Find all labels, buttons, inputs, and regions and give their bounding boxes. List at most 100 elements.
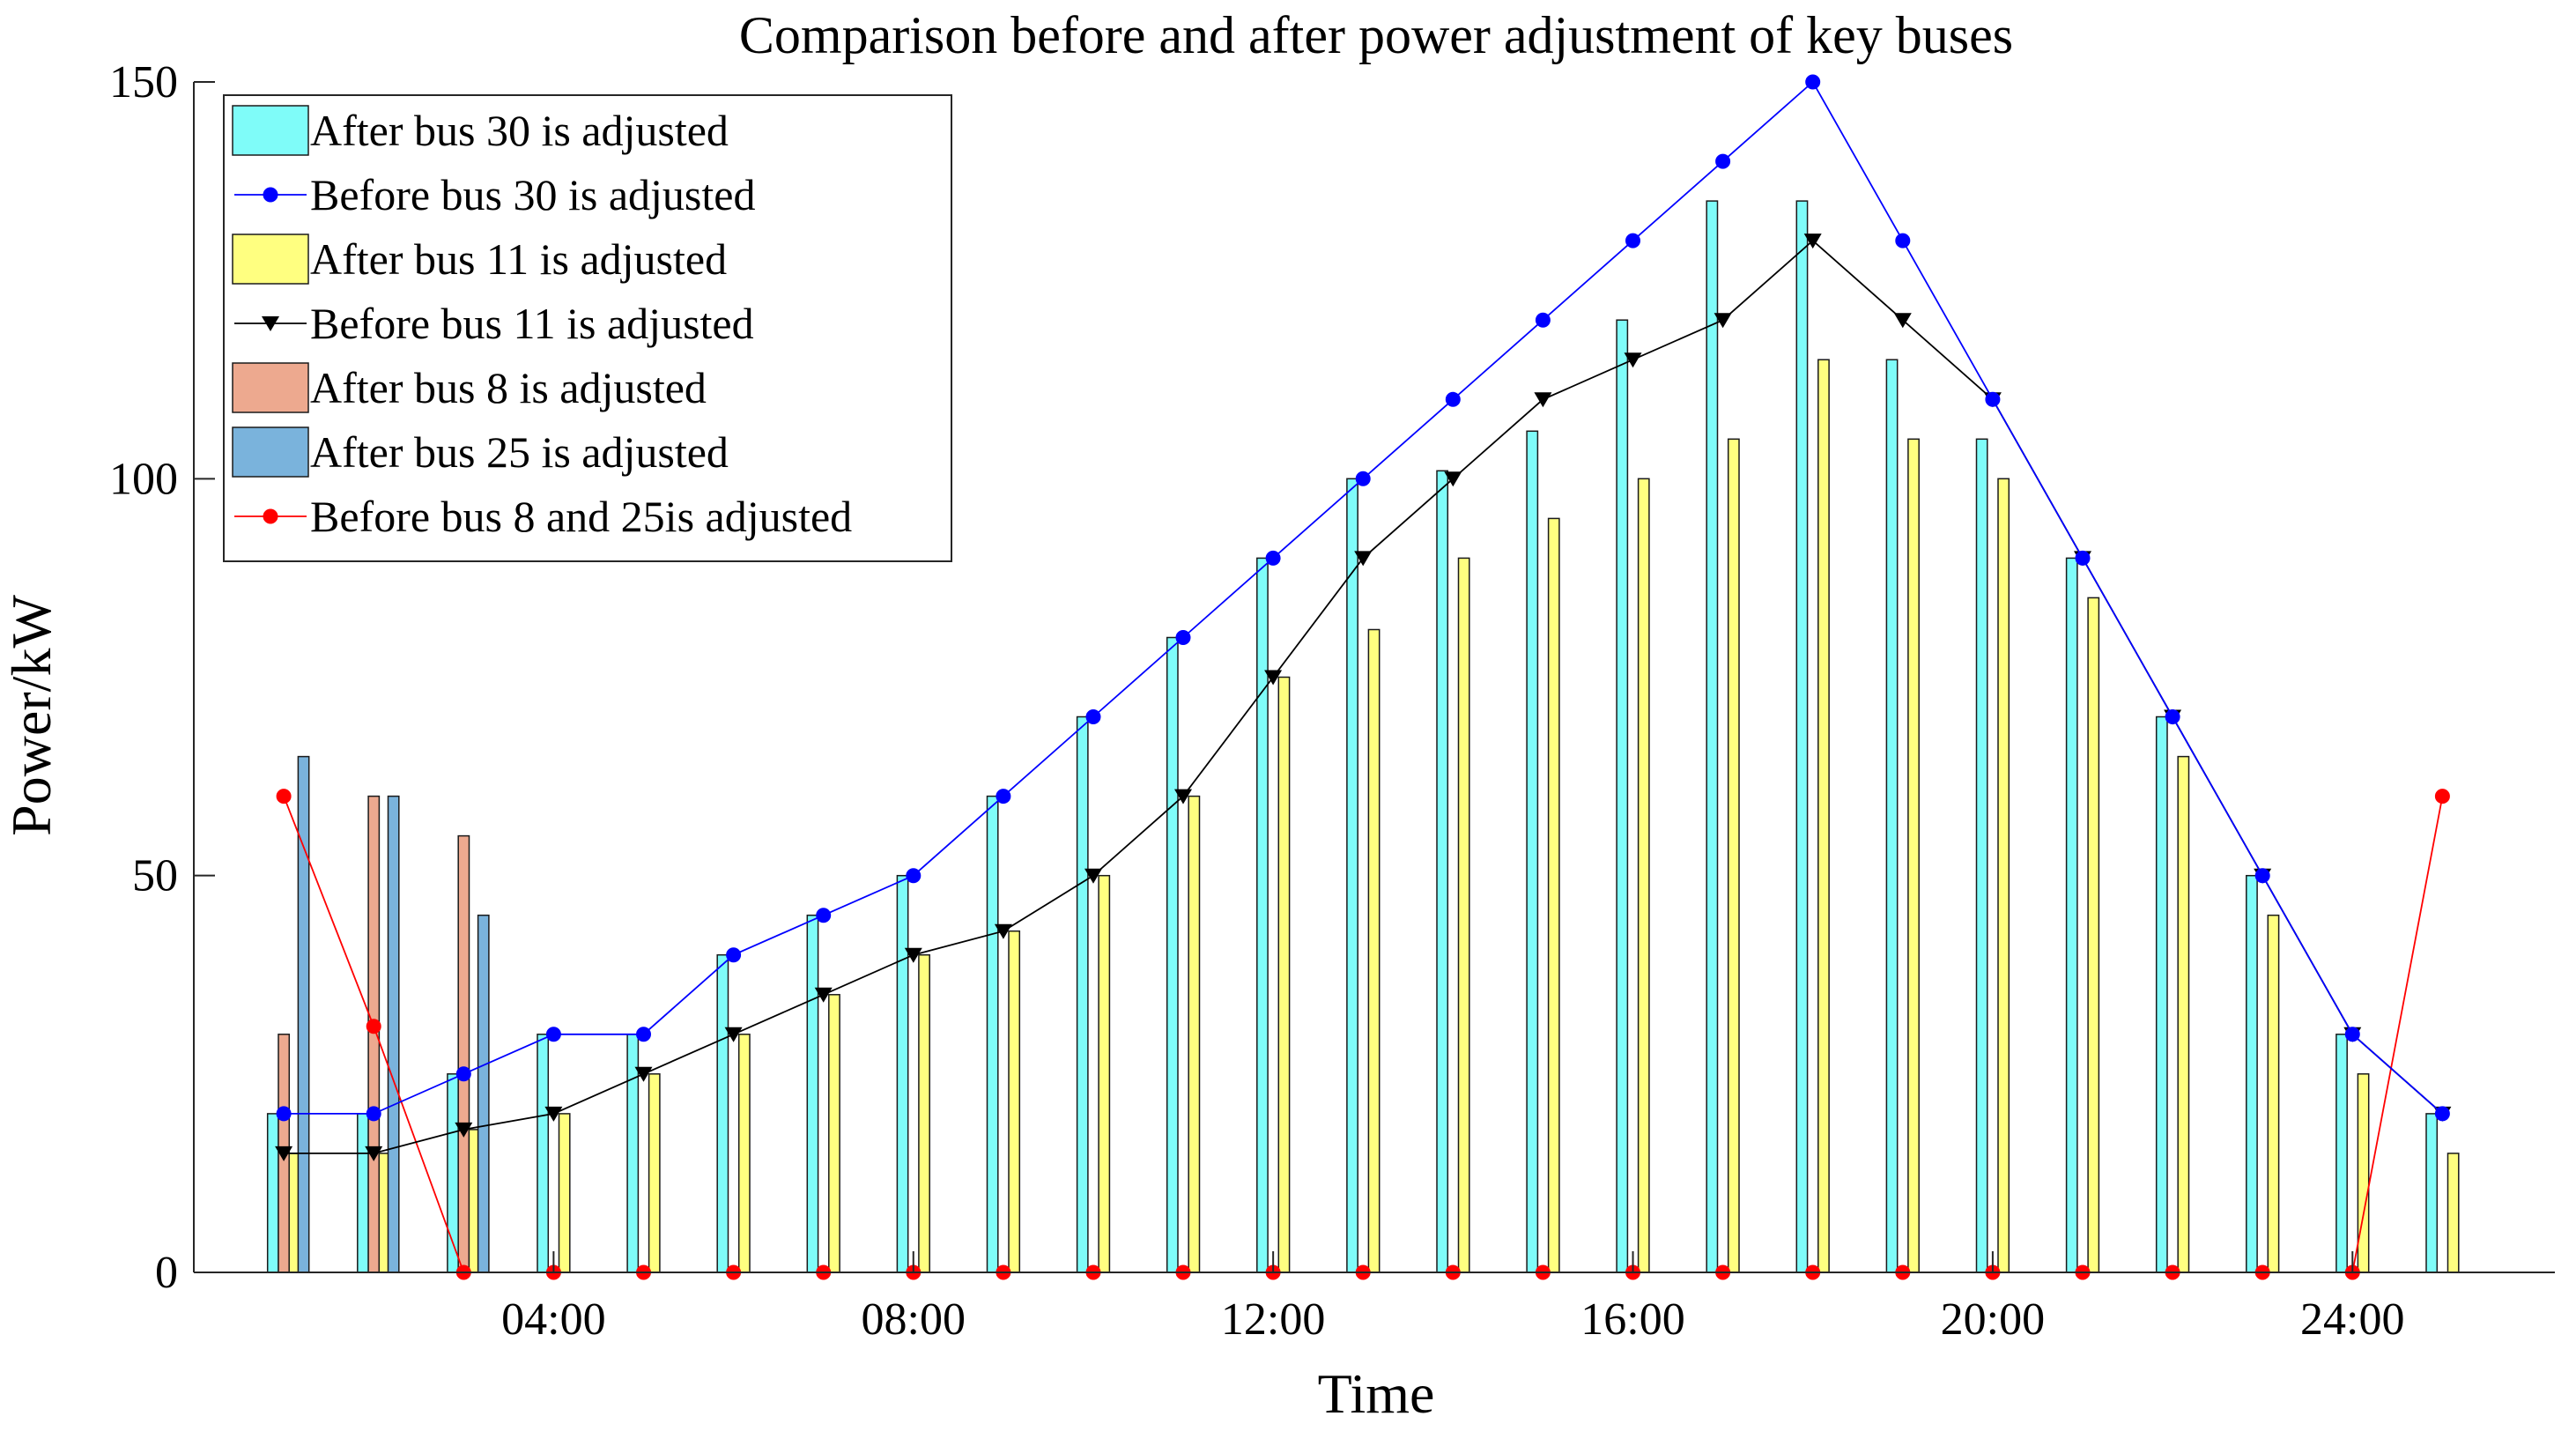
bar30-bar-12 — [1256, 557, 1269, 1273]
bar11-bar-5 — [648, 1073, 661, 1273]
bar30-bar-9 — [986, 795, 999, 1273]
line30-point-4 — [545, 1027, 561, 1042]
bar11-bar-9 — [1008, 930, 1021, 1273]
legend-label-line30: Before bus 30 is adjusted — [310, 170, 755, 219]
chart-title: Comparison before and after power adjust… — [739, 6, 2013, 64]
y-axis-title: Power/kW — [0, 595, 63, 836]
line11-point-12 — [1264, 670, 1283, 686]
x-tick-label: 04:00 — [501, 1294, 605, 1345]
line11-point-2 — [365, 1146, 383, 1161]
bar30-bar-2 — [357, 1113, 369, 1273]
line11-point-15 — [1534, 392, 1552, 408]
bar11-bar-24 — [2357, 1073, 2370, 1273]
bar30-bar-13 — [1346, 478, 1358, 1273]
bar11-bar-21 — [2087, 597, 2100, 1273]
line11-point-8 — [904, 947, 922, 963]
bar25-bar-3 — [477, 914, 490, 1273]
line30-point-24 — [2344, 1027, 2360, 1042]
legend-swatch-bar11 — [232, 234, 309, 285]
y-tick-label: 0 — [155, 1248, 178, 1298]
bar30-bar-8 — [896, 874, 909, 1273]
y-tick-label: 150 — [109, 57, 178, 108]
line30-point-3 — [455, 1066, 471, 1082]
bar30-bar-20 — [1975, 438, 1988, 1273]
line30-point-6 — [726, 947, 742, 963]
bar11-bar-18 — [1817, 359, 1830, 1273]
line30-point-15 — [1535, 312, 1551, 328]
bar30-bar-1 — [266, 1113, 279, 1273]
bar30-bar-19 — [1885, 359, 1899, 1273]
line11-point-7 — [814, 987, 833, 1003]
line11-point-16 — [1624, 352, 1642, 368]
bar30-bar-11 — [1166, 636, 1179, 1273]
line30-point-25 — [2434, 1106, 2450, 1122]
x-tick-label: 12:00 — [1221, 1294, 1325, 1345]
bar30-bar-14 — [1436, 470, 1449, 1273]
line11-point-1 — [275, 1146, 293, 1161]
line30-point-5 — [636, 1027, 651, 1042]
line11-point-13 — [1354, 551, 1373, 567]
bar11-bar-8 — [918, 953, 930, 1273]
bar25-bar-2 — [387, 795, 400, 1273]
line11-point-18 — [1803, 234, 1822, 249]
bar30-bar-6 — [716, 953, 729, 1273]
x-tick-label: 20:00 — [1941, 1294, 2045, 1345]
bar11-bar-12 — [1277, 676, 1291, 1273]
line11-point-4 — [544, 1106, 563, 1122]
bar30-bar-10 — [1076, 716, 1089, 1273]
bar11-bar-25 — [2446, 1153, 2460, 1273]
line11-point-19 — [1893, 313, 1912, 329]
line825-point-2 — [366, 1019, 381, 1034]
line30-point-9 — [996, 789, 1011, 804]
bar30-bar-22 — [2155, 716, 2168, 1273]
line30-point-7 — [816, 908, 832, 923]
bar30-bar-18 — [1795, 200, 1809, 1273]
legend-marker-line30 — [263, 187, 278, 203]
line30-point-1 — [276, 1106, 292, 1122]
line825-point-1 — [276, 789, 292, 804]
line30-point-17 — [1715, 153, 1731, 169]
line11-point-5 — [634, 1066, 653, 1082]
line30-point-18 — [1805, 74, 1821, 90]
line30-point-19 — [1895, 233, 1911, 248]
line825-point-25 — [2434, 789, 2450, 804]
bar11-bar-23 — [2267, 914, 2280, 1273]
legend: After bus 30 is adjusted Before bus 30 is… — [223, 94, 952, 562]
bar11-bar-20 — [1997, 478, 2010, 1273]
bar30-bar-4 — [537, 1034, 550, 1273]
bar30-bar-15 — [1526, 430, 1539, 1273]
bar11-bar-10 — [1098, 874, 1111, 1273]
legend-marker-line11 — [262, 316, 279, 331]
bar30-bar-25 — [2425, 1113, 2439, 1273]
line30-point-22 — [2165, 709, 2180, 724]
bar30-bar-17 — [1706, 200, 1719, 1273]
line11-point-3 — [455, 1122, 473, 1138]
line11-point-17 — [1714, 313, 1732, 329]
legend-marker-line825 — [263, 508, 278, 524]
line30-point-23 — [2254, 868, 2270, 884]
bar8-bar-3 — [457, 834, 470, 1273]
legend-label-bar11: After bus 11 is adjusted — [310, 234, 727, 284]
bar11-bar-11 — [1188, 795, 1201, 1273]
x-tick-label: 24:00 — [2300, 1294, 2404, 1345]
line11-point-14 — [1444, 471, 1462, 487]
y-tick-label: 100 — [109, 454, 178, 504]
bar30-bar-21 — [2065, 557, 2078, 1273]
legend-swatch-bar25 — [232, 426, 309, 478]
bar30-bar-7 — [806, 914, 819, 1273]
axes: 0 50 100 150 04:00 08:00 12:00 16:00 20:00 24:00 — [109, 57, 2555, 1345]
bar11-bar-4 — [558, 1113, 571, 1273]
line30-point-20 — [1985, 391, 2001, 407]
legend-label-bar30: After bus 30 is adjusted — [310, 106, 729, 155]
bar11-bar-14 — [1457, 557, 1470, 1273]
line30-point-12 — [1265, 550, 1281, 566]
bar11-bar-17 — [1727, 438, 1740, 1273]
line11-point-10 — [1084, 868, 1102, 884]
bar30-bar-16 — [1616, 319, 1629, 1273]
bar11-bar-13 — [1367, 628, 1381, 1273]
legend-label-bar8: After bus 8 is adjusted — [310, 363, 707, 412]
line11-point-11 — [1174, 789, 1192, 804]
legend-label-bar25: After bus 25 is adjusted — [310, 427, 729, 477]
line11-point-9 — [994, 923, 1012, 939]
